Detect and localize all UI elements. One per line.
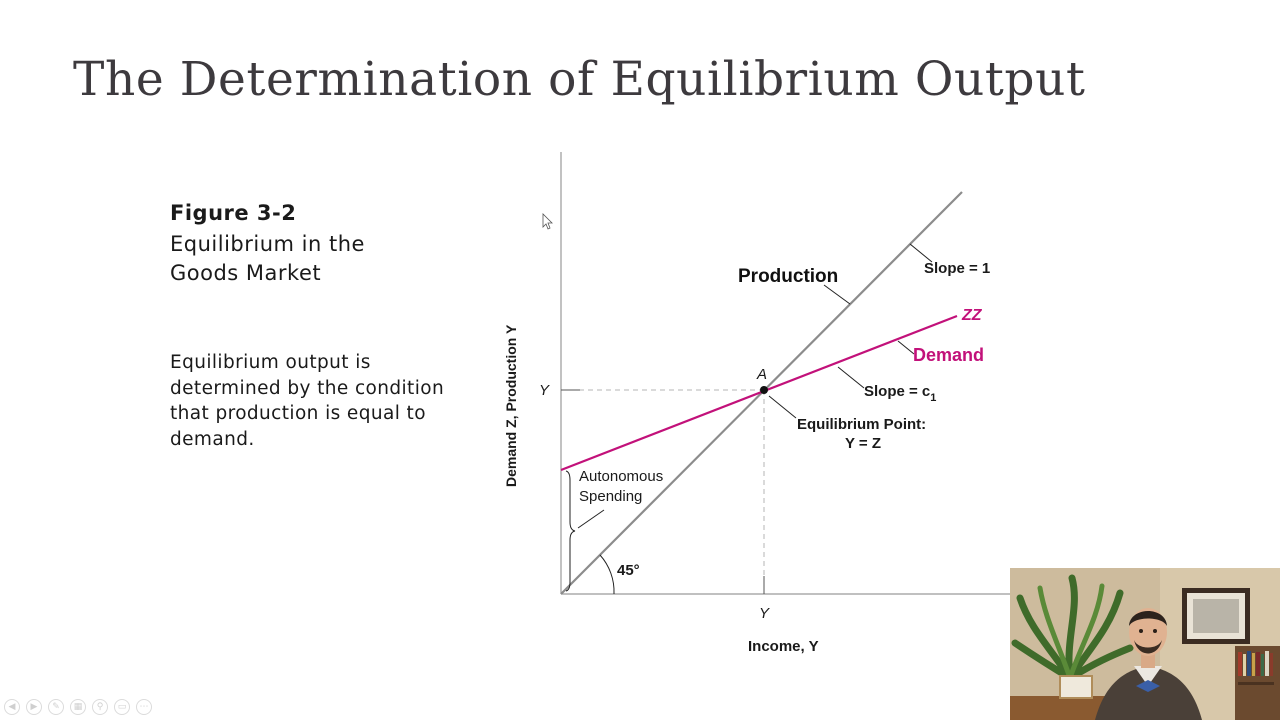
equilibrium-pointer bbox=[768, 395, 797, 419]
demand-pointer bbox=[897, 340, 915, 355]
slope1-pointer bbox=[909, 243, 933, 263]
x-axis-label: Income, Y bbox=[748, 638, 819, 655]
demand-label: Demand bbox=[913, 345, 984, 365]
subtitles-icon[interactable]: ▭ bbox=[114, 699, 130, 715]
next-icon[interactable]: ▶ bbox=[26, 699, 42, 715]
equilibrium-point bbox=[760, 386, 768, 394]
x-tick-label: Y bbox=[759, 605, 770, 622]
figure-caption: Equilibrium in the Goods Market bbox=[170, 232, 365, 285]
autonomous-brace bbox=[565, 470, 576, 592]
slides-icon[interactable]: ▦ bbox=[70, 699, 86, 715]
demand-line bbox=[560, 314, 958, 472]
equilibrium-label-line1: Equilibrium Point: bbox=[797, 416, 926, 433]
slope-c1-pointer bbox=[837, 366, 865, 389]
production-label: Production bbox=[738, 266, 838, 287]
production-slope-label: Slope = 1 bbox=[924, 260, 990, 277]
previous-icon[interactable]: ◀ bbox=[4, 699, 20, 715]
production-pointer bbox=[823, 284, 851, 305]
demand-slope-subscript: 1 bbox=[930, 392, 936, 404]
y-tick-label: Y bbox=[539, 382, 550, 399]
angle-label: 45° bbox=[617, 562, 640, 579]
figure-label: Figure 3-2 bbox=[170, 201, 297, 225]
presentation-toolbar: ◀ ▶ ✎ ▦ ⚲ ▭ ⋯ bbox=[4, 699, 152, 715]
zz-label: ZZ bbox=[961, 307, 983, 324]
zoom-icon[interactable]: ⚲ bbox=[92, 699, 108, 715]
equilibrium-label-line2: Y = Z bbox=[845, 435, 881, 452]
autonomous-pointer bbox=[577, 509, 605, 529]
angle-arc bbox=[599, 554, 615, 595]
slide-title: The Determination of Equilibrium Output bbox=[73, 52, 1086, 107]
more-icon[interactable]: ⋯ bbox=[136, 699, 152, 715]
point-label: A bbox=[756, 366, 767, 383]
cursor-icon bbox=[542, 213, 553, 230]
demand-slope-text: Slope = c bbox=[864, 383, 930, 400]
demand-slope-label: Slope = c1 bbox=[864, 383, 936, 404]
figure-description: Equilibrium output is determined by the … bbox=[170, 352, 445, 450]
pen-icon[interactable]: ✎ bbox=[48, 699, 64, 715]
y-axis-label: Demand Z, Production Y bbox=[503, 324, 519, 487]
autonomous-label-line2: Spending bbox=[579, 488, 642, 505]
webcam-video bbox=[1010, 568, 1280, 720]
autonomous-label-line1: Autonomous bbox=[579, 468, 663, 485]
